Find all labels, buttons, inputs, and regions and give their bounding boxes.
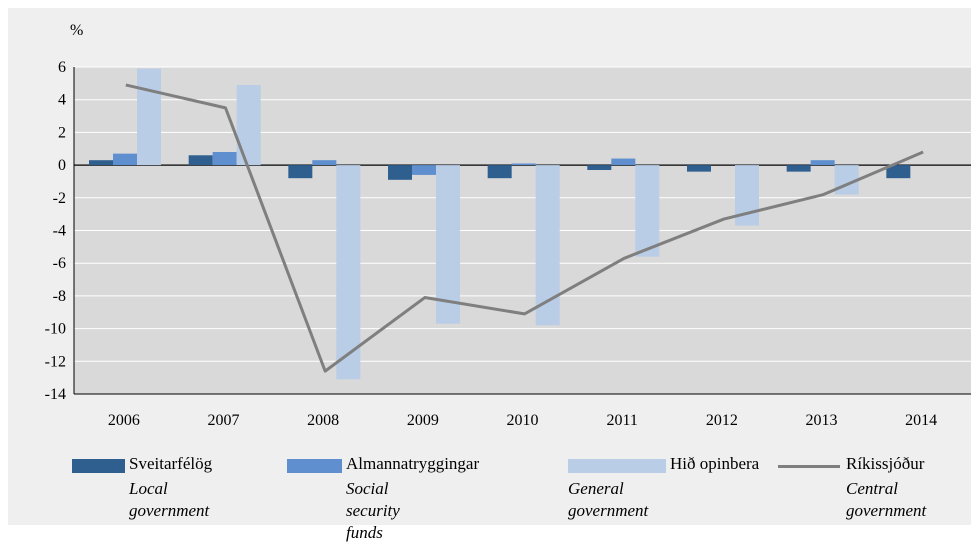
bar-3-2007 [237, 85, 261, 165]
x-tick-label: 2014 [905, 412, 937, 429]
bar-1-2011 [587, 165, 611, 170]
bar-3-2006 [137, 69, 161, 165]
y-tick-label: 4 [58, 92, 66, 109]
legend-swatch [72, 459, 125, 473]
bar-line-chart: % 6 4 2 0 -2 -4 -6 -8 -10 -12 -14 2006 2007 2008 2009… [8, 8, 971, 525]
y-tick-label: -2 [53, 190, 66, 207]
x-tick-label: 2011 [606, 412, 637, 429]
y-tick-label: 6 [58, 59, 66, 76]
chart-area: % 6 4 2 0 -2 -4 -6 -8 -10 -12 -14 2006 2007 2008 2009… [8, 8, 971, 525]
x-tick-label: 2009 [407, 412, 439, 429]
y-tick-label: -12 [45, 353, 66, 370]
legend-label: Ríkissjóður [846, 454, 924, 474]
bar-1-2006 [89, 160, 113, 165]
y-tick-label: 0 [58, 157, 66, 174]
bar-3-2011 [635, 165, 659, 257]
bar-1-2012 [687, 165, 711, 172]
legend-label: Hið opinbera [670, 454, 759, 474]
bar-2-2010 [512, 163, 536, 165]
x-tick-label: 2007 [208, 412, 240, 429]
legend-line-swatch [778, 465, 840, 468]
x-tick-label: 2013 [806, 412, 838, 429]
bar-2-2006 [113, 154, 137, 165]
y-tick-label: -4 [53, 223, 66, 240]
legend-label-english: Central government [846, 478, 926, 522]
x-tick-label: 2008 [307, 412, 339, 429]
legend-label-english: Social security funds [346, 478, 400, 544]
legend-label-english: Local government [129, 478, 209, 522]
y-axis-unit-label: % [70, 22, 83, 39]
x-tick-label: 2010 [507, 412, 539, 429]
legend-label-english: General government [568, 478, 648, 522]
y-tick-label: -10 [45, 321, 66, 338]
bar-1-2007 [189, 155, 213, 165]
legend-label: Almannatryggingar [346, 454, 479, 474]
y-tick-label: -6 [53, 255, 66, 272]
x-tick-label: 2006 [108, 412, 140, 429]
bar-1-2008 [288, 165, 312, 178]
bar-2-2011 [611, 159, 635, 166]
bar-1-2009 [388, 165, 412, 180]
bar-2-2009 [412, 165, 436, 175]
y-tick-label: -14 [45, 386, 66, 403]
y-tick-label: -8 [53, 288, 66, 305]
bar-2-2008 [312, 160, 336, 165]
y-tick-label: 2 [58, 124, 66, 141]
legend-label: Sveitarfélög [129, 454, 212, 474]
legend-swatch [287, 459, 342, 473]
bar-2-2013 [811, 160, 835, 165]
x-tick-label: 2012 [706, 412, 738, 429]
bar-2-2007 [213, 152, 237, 165]
legend-swatch [568, 459, 666, 473]
bar-1-2013 [787, 165, 811, 172]
bar-1-2010 [488, 165, 512, 178]
